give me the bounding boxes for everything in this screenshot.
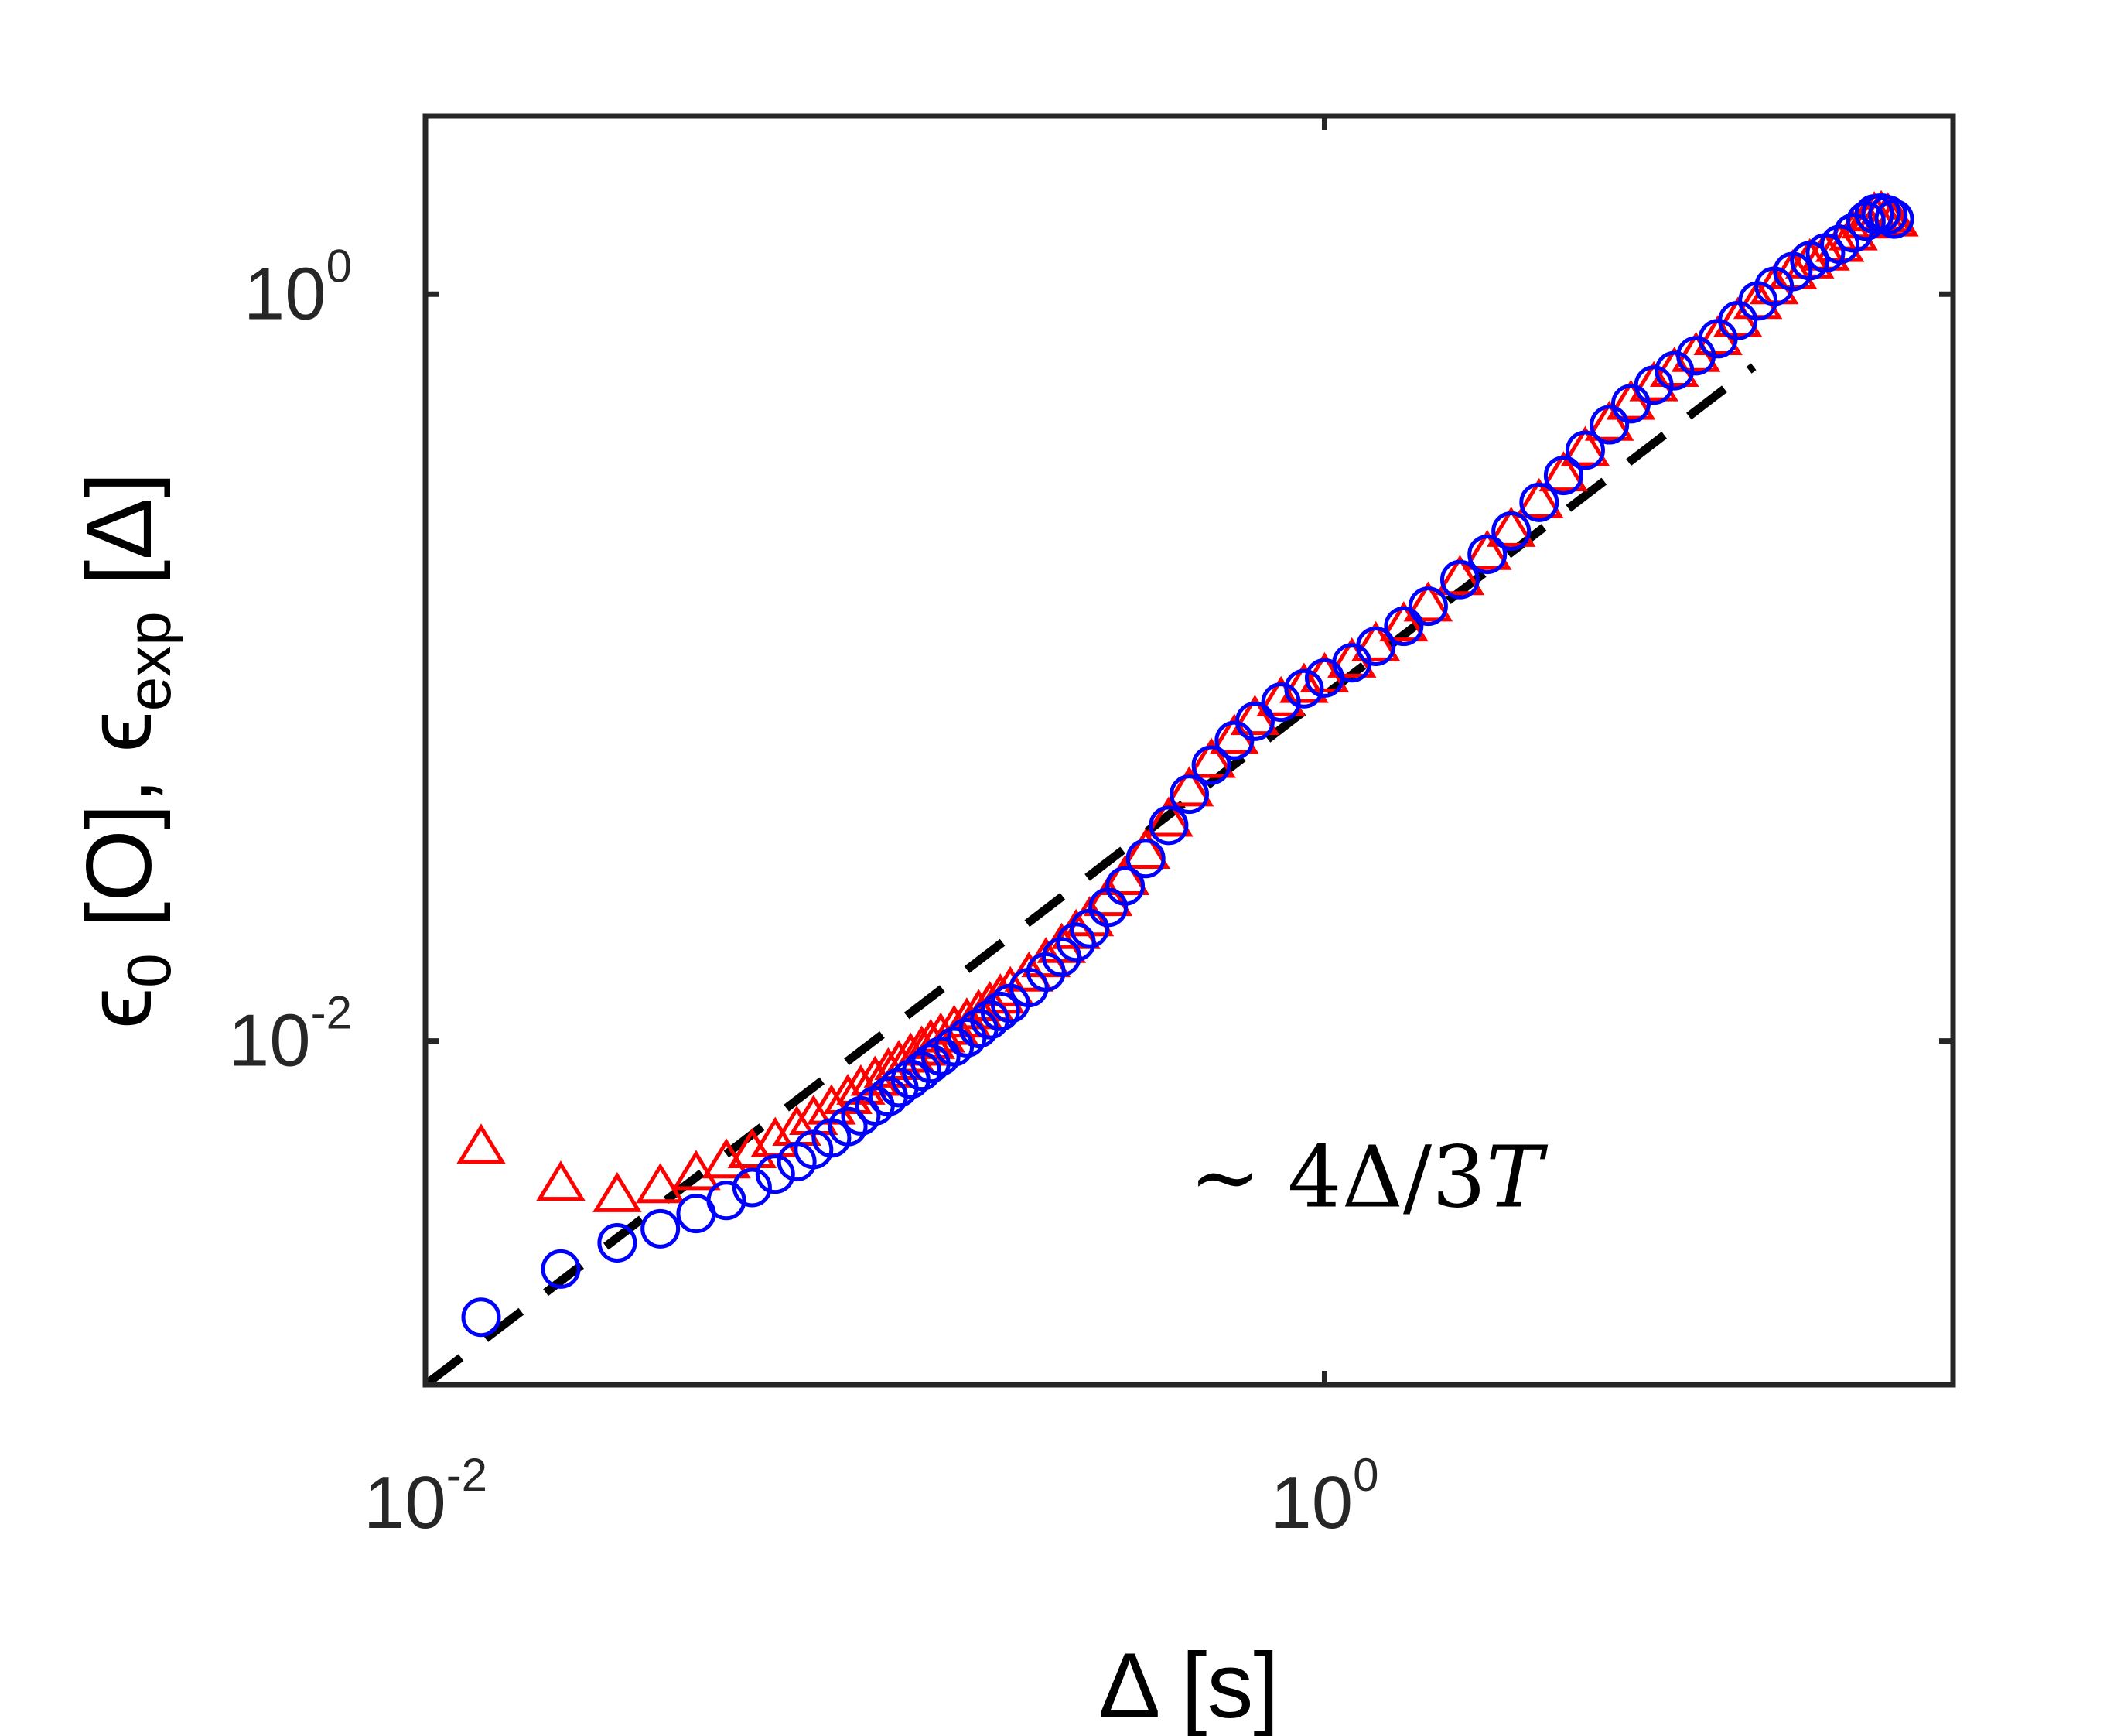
annotation-script: T bbox=[1486, 1128, 1549, 1227]
y-tick-label: 10-2 bbox=[228, 987, 352, 1082]
series-group bbox=[456, 190, 1919, 1338]
circle-marker bbox=[1718, 300, 1758, 340]
y-label-eps: ϵ bbox=[67, 988, 171, 1029]
triangle-marker bbox=[1486, 506, 1536, 547]
circle-marker bbox=[828, 1106, 868, 1147]
circle-marker bbox=[1439, 559, 1480, 600]
circle-marker bbox=[1170, 774, 1209, 815]
y-axis-label: ϵ0 [O], ϵexp [Δ] bbox=[67, 472, 183, 1029]
triangle-marker bbox=[1462, 529, 1512, 570]
circle-marker bbox=[1284, 668, 1324, 709]
circle-marker bbox=[1543, 456, 1583, 496]
circle-marker bbox=[1868, 195, 1908, 235]
circle-marker bbox=[1634, 365, 1674, 405]
circle-marker bbox=[920, 1036, 961, 1076]
circle-marker bbox=[1874, 199, 1914, 239]
reference-line-group bbox=[425, 363, 1757, 1385]
circle-marker bbox=[1234, 701, 1275, 741]
circle-marker bbox=[1491, 511, 1532, 552]
triangle-marker bbox=[1351, 620, 1401, 661]
series-circle bbox=[461, 193, 1914, 1338]
triangle-marker bbox=[1403, 581, 1453, 622]
circle-marker bbox=[1356, 626, 1396, 666]
triangle-marker bbox=[1435, 555, 1485, 596]
triangle-marker bbox=[727, 1127, 777, 1168]
y-label-eps-2: ϵ bbox=[67, 711, 171, 752]
triangle-marker bbox=[1629, 361, 1678, 402]
circle-marker bbox=[1467, 535, 1508, 575]
circle-marker bbox=[1408, 586, 1448, 627]
triangle-marker bbox=[1187, 737, 1236, 778]
x-axis-label: Δ [s] bbox=[1098, 1634, 1279, 1736]
circle-marker bbox=[1056, 922, 1096, 962]
circle-marker bbox=[732, 1167, 772, 1208]
triangle-marker bbox=[536, 1160, 586, 1201]
y-label-sub-exp: exp bbox=[114, 611, 183, 711]
plot-frame bbox=[422, 113, 1956, 1388]
y-label-part2: [Δ] bbox=[67, 472, 171, 611]
y-tick-exponent: 0 bbox=[326, 240, 352, 292]
x-tick-exponent: -2 bbox=[446, 1449, 487, 1501]
circle-marker bbox=[890, 1059, 931, 1099]
circle-marker bbox=[1191, 745, 1231, 785]
triangle-marker bbox=[456, 1123, 506, 1164]
circle-marker bbox=[706, 1181, 746, 1221]
triangle-marker bbox=[1144, 796, 1194, 837]
x-tick-base: 10 bbox=[1270, 1461, 1353, 1544]
circle-marker bbox=[1590, 405, 1630, 445]
triangle-marker bbox=[1083, 876, 1133, 917]
circle-marker bbox=[1026, 952, 1066, 992]
triangle-marker bbox=[1164, 766, 1214, 807]
circle-marker bbox=[1384, 607, 1424, 647]
x-tick-exponent: 0 bbox=[1353, 1449, 1378, 1501]
circle-marker bbox=[541, 1249, 581, 1289]
circle-marker bbox=[1655, 350, 1695, 391]
triangle-marker bbox=[1584, 400, 1634, 441]
x-tick-label: 100 bbox=[1270, 1449, 1378, 1544]
triangle-marker bbox=[1256, 675, 1306, 716]
triangle-marker bbox=[965, 980, 1015, 1022]
circle-marker bbox=[597, 1222, 637, 1263]
triangle-marker bbox=[1379, 601, 1429, 642]
circle-marker bbox=[1261, 682, 1301, 723]
triangle-marker bbox=[1279, 662, 1329, 703]
y-tick-base: 10 bbox=[244, 252, 326, 335]
x-tick-base: 10 bbox=[364, 1461, 446, 1544]
triangle-marker bbox=[1515, 477, 1564, 518]
reference-line bbox=[425, 363, 1757, 1385]
triangle-marker bbox=[635, 1163, 685, 1204]
circle-marker bbox=[640, 1208, 681, 1249]
circle-marker bbox=[1149, 805, 1189, 846]
circle-marker bbox=[755, 1154, 795, 1194]
circle-marker bbox=[1820, 224, 1860, 265]
y-tick-label: 100 bbox=[244, 240, 352, 335]
circle-marker bbox=[1105, 866, 1146, 906]
triangle-marker bbox=[1064, 896, 1115, 937]
circle-marker bbox=[1565, 430, 1605, 470]
circle-marker bbox=[1041, 937, 1081, 977]
triangle-marker bbox=[1100, 855, 1150, 896]
triangle-marker bbox=[1121, 828, 1170, 869]
x-tick-label: 10-2 bbox=[364, 1449, 487, 1544]
circle-marker bbox=[1519, 482, 1559, 522]
circle-marker bbox=[980, 991, 1020, 1031]
circle-marker bbox=[1125, 839, 1166, 879]
circle-marker bbox=[461, 1297, 501, 1338]
y-label-part1: [O], bbox=[67, 752, 171, 953]
annotation-label: ∼ 4Δ/3T bbox=[1190, 1128, 1549, 1227]
y-tick-exponent: -2 bbox=[311, 987, 352, 1039]
y-tick-base: 10 bbox=[228, 1000, 311, 1082]
triangle-marker bbox=[1538, 451, 1589, 492]
y-label-sub-0: 0 bbox=[114, 953, 183, 988]
annotation-prefix: ∼ 4Δ/3 bbox=[1190, 1128, 1487, 1227]
triangle-marker bbox=[1560, 425, 1610, 466]
triangle-marker bbox=[592, 1171, 642, 1212]
